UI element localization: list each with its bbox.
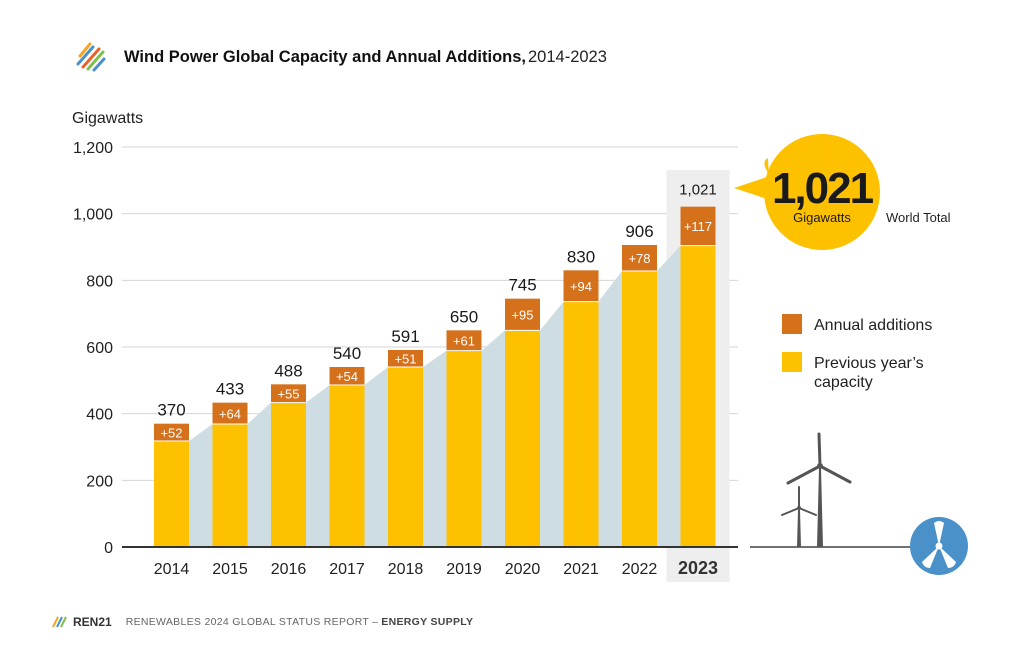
y-tick-label: 1,200 xyxy=(73,140,113,157)
chart-header: Wind Power Global Capacity and Annual Ad… xyxy=(74,40,607,74)
footer-report: RENEWABLES 2024 GLOBAL STATUS REPORT – xyxy=(125,616,379,628)
addition-label: +117 xyxy=(684,219,712,234)
total-label: 370 xyxy=(157,401,185,420)
total-label: 650 xyxy=(450,307,478,326)
y-axis-label: Gigawatts xyxy=(72,110,143,127)
x-tick-label: 2017 xyxy=(329,561,365,578)
bar-annual-addition xyxy=(388,350,423,367)
total-label: 830 xyxy=(567,247,595,266)
legend-label-line: Previous year’s xyxy=(814,355,924,372)
legend-label-previous: Previous year’s capacity xyxy=(814,355,924,391)
bar-annual-addition xyxy=(154,423,189,441)
total-label: 1,021 xyxy=(679,182,717,199)
bar-annual-addition xyxy=(212,402,248,424)
addition-label: +64 xyxy=(219,406,241,421)
y-tick-label: 400 xyxy=(86,407,113,424)
chart-title: Wind Power Global Capacity and Annual Ad… xyxy=(124,47,526,66)
addition-label: +51 xyxy=(394,352,416,367)
bar-annual-addition xyxy=(505,298,540,331)
ren21-stripes-icon xyxy=(52,616,67,628)
world-total-label: World Total xyxy=(886,210,951,225)
callout-value: 1,021 xyxy=(772,164,874,213)
bar-previous-capacity xyxy=(446,350,482,547)
wind-turbine-illustration xyxy=(750,432,915,548)
chart-subtitle: 2014-2023 xyxy=(528,47,607,66)
addition-label: +78 xyxy=(628,251,650,266)
total-label: 745 xyxy=(508,276,536,295)
legend-label-line: capacity xyxy=(814,374,873,391)
x-tick-label: 2019 xyxy=(446,561,482,578)
bar-annual-addition xyxy=(446,330,482,351)
addition-label: +54 xyxy=(336,369,358,384)
footer-section: ENERGY SUPPLY xyxy=(381,616,474,628)
bar-annual-addition xyxy=(271,384,306,403)
bar-previous-capacity xyxy=(505,330,540,547)
addition-label: +55 xyxy=(277,387,299,402)
legend-label-additions: Annual additions xyxy=(814,317,932,334)
x-tick-label: 2023 xyxy=(678,558,718,578)
wind-energy-icon xyxy=(910,517,968,575)
x-tick-label: 2015 xyxy=(212,561,248,578)
legend: Annual additions Previous year’s capacity xyxy=(782,314,932,391)
bar-annual-addition xyxy=(680,206,716,246)
y-tick-label: 600 xyxy=(86,340,113,357)
x-tick-label: 2022 xyxy=(622,561,658,578)
y-tick-label: 0 xyxy=(104,540,113,557)
bar-annual-addition xyxy=(563,270,599,302)
renewables-stripes-icon xyxy=(76,42,106,72)
total-label: 488 xyxy=(274,361,302,380)
bar-previous-capacity xyxy=(563,301,599,547)
addition-label: +95 xyxy=(511,308,533,323)
x-tick-label: 2016 xyxy=(271,561,307,578)
bar-previous-capacity xyxy=(680,245,716,547)
y-tick-label: 800 xyxy=(86,273,113,290)
x-tick-label: 2014 xyxy=(154,561,190,578)
bar-annual-addition xyxy=(329,367,365,385)
legend-swatch-previous xyxy=(782,352,802,372)
y-tick-label: 1,000 xyxy=(73,207,113,224)
footer: REN21 RENEWABLES 2024 GLOBAL STATUS REPO… xyxy=(52,615,473,629)
total-label: 591 xyxy=(391,327,419,346)
y-axis: 0 200 400 600 800 1,000 1,200 xyxy=(73,140,113,557)
total-label: 906 xyxy=(625,222,653,241)
addition-label: +94 xyxy=(570,279,592,294)
bar-previous-capacity xyxy=(271,402,306,547)
addition-label: +52 xyxy=(160,425,182,440)
footer-brand: REN21 xyxy=(73,615,112,629)
total-label: 433 xyxy=(216,380,244,399)
bar-previous-capacity xyxy=(212,424,248,547)
bar-previous-capacity xyxy=(622,271,657,547)
x-axis: 2014 2015 2016 2017 2018 2019 2020 2021 2022 2023 xyxy=(122,546,738,578)
total-label: 540 xyxy=(333,344,361,363)
y-tick-label: 200 xyxy=(86,473,113,490)
legend-swatch-additions xyxy=(782,314,802,334)
bar-previous-capacity xyxy=(388,367,423,547)
bar-annual-addition xyxy=(622,245,657,271)
world-total-callout: 1,021 Gigawatts xyxy=(734,134,880,250)
bar-previous-capacity xyxy=(154,441,189,547)
x-tick-label: 2018 xyxy=(388,561,424,578)
bar-previous-capacity xyxy=(329,385,365,547)
bars: +52 370 +64 433 +55 488 +54 540 +51 591 +61 650 +95 7… xyxy=(154,182,717,547)
capacity-chart: +52 370 +64 433 +55 488 +54 540 +51 591 +61 650 +95 7… xyxy=(72,110,968,582)
x-tick-label: 2021 xyxy=(563,561,599,578)
addition-label: +61 xyxy=(453,334,475,349)
x-tick-label: 2020 xyxy=(505,561,541,578)
callout-unit: Gigawatts xyxy=(793,210,851,225)
